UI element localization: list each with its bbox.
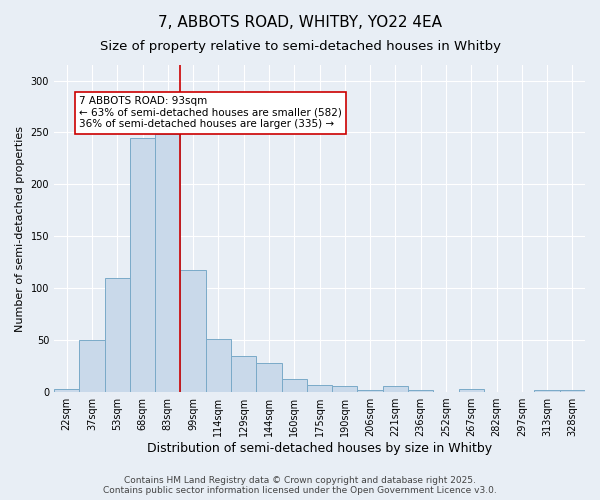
Bar [560, 390, 585, 392]
Text: 7, ABBOTS ROAD, WHITBY, YO22 4EA: 7, ABBOTS ROAD, WHITBY, YO22 4EA [158, 15, 442, 30]
Text: Size of property relative to semi-detached houses in Whitby: Size of property relative to semi-detach… [100, 40, 500, 53]
Bar [54, 389, 79, 392]
X-axis label: Distribution of semi-detached houses by size in Whitby: Distribution of semi-detached houses by … [147, 442, 492, 455]
Bar [408, 390, 433, 392]
Y-axis label: Number of semi-detached properties: Number of semi-detached properties [15, 126, 25, 332]
Bar [181, 270, 206, 392]
Text: 7 ABBOTS ROAD: 93sqm
← 63% of semi-detached houses are smaller (582)
36% of semi: 7 ABBOTS ROAD: 93sqm ← 63% of semi-detac… [79, 96, 342, 130]
Bar [332, 386, 358, 392]
Bar [231, 356, 256, 392]
Bar [383, 386, 408, 392]
Bar [535, 390, 560, 392]
Bar [79, 340, 104, 392]
Bar [281, 378, 307, 392]
Text: Contains HM Land Registry data © Crown copyright and database right 2025.
Contai: Contains HM Land Registry data © Crown c… [103, 476, 497, 495]
Bar [155, 134, 181, 392]
Bar [206, 339, 231, 392]
Bar [256, 363, 281, 392]
Bar [458, 389, 484, 392]
Bar [104, 278, 130, 392]
Bar [358, 390, 383, 392]
Bar [307, 385, 332, 392]
Bar [130, 138, 155, 392]
